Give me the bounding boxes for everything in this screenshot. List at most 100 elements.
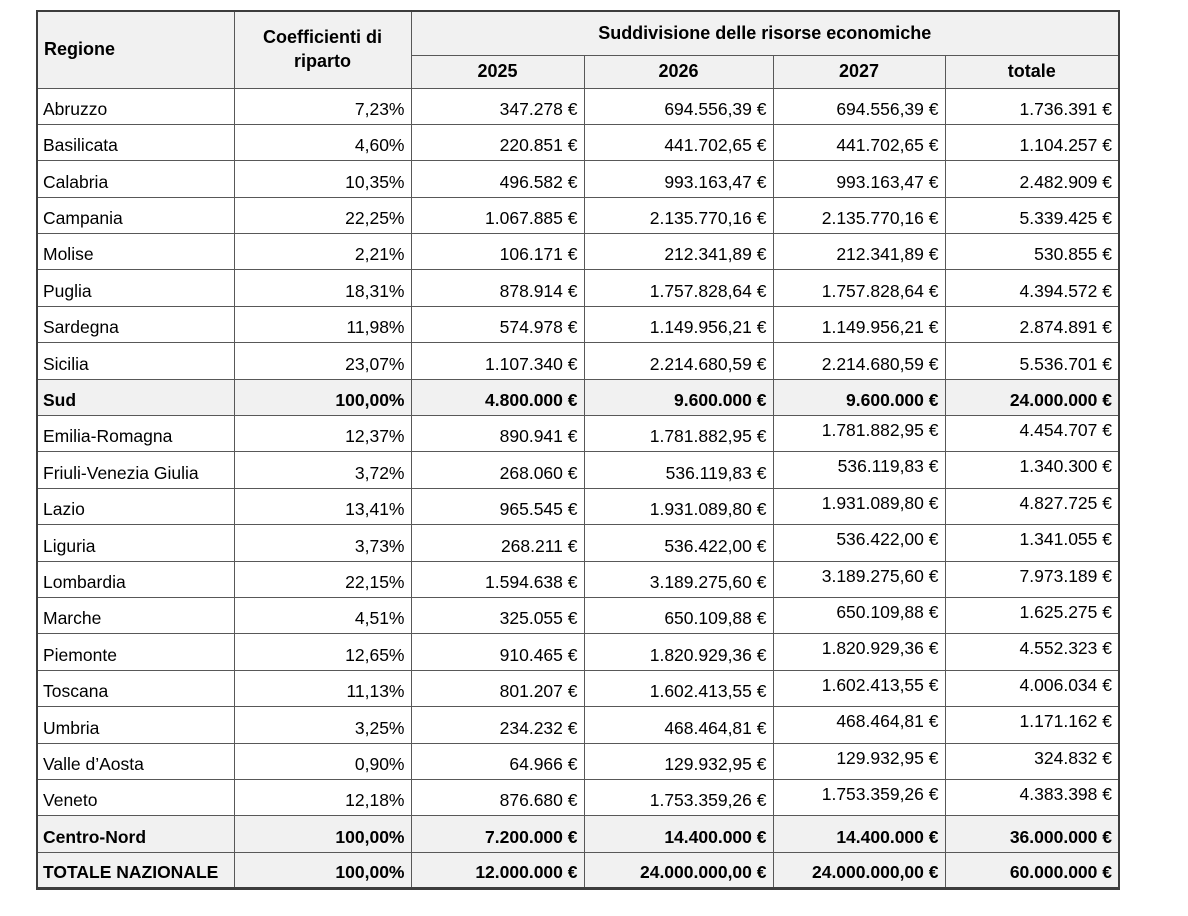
cell-region: Piemonte — [36, 633, 235, 671]
cell-2025: 347.278 € — [410, 87, 585, 125]
table-row: Basilicata 4,60% 220.851 € 441.702,65 € … — [36, 123, 1120, 162]
column-header-coefficient: Coefficienti di riparto — [233, 10, 412, 89]
allocation-table: Regione Coefficienti di riparto Suddivis… — [36, 10, 1120, 891]
cell-2027: 129.932,95 € — [772, 742, 946, 780]
column-header-totale: totale — [944, 54, 1120, 89]
cell-coefficient: 100,00% — [233, 851, 412, 890]
cell-2026: 1.753.359,26 € — [583, 778, 774, 817]
cell-totale: 1.736.391 € — [944, 87, 1120, 125]
cell-totale: 4.454.707 € — [944, 415, 1120, 453]
column-header-region: Regione — [36, 10, 235, 89]
cell-coefficient: 0,90% — [233, 742, 412, 780]
cell-totale: 4.827.725 € — [944, 487, 1120, 526]
cell-2025: 890.941 € — [410, 415, 585, 453]
cell-totale: 60.000.000 € — [944, 851, 1120, 890]
cell-2026: 2.214.680,59 € — [583, 342, 774, 380]
cell-2026: 1.149.956,21 € — [583, 305, 774, 344]
cell-2027: 212.341,89 € — [772, 233, 946, 271]
cell-region: Friuli-Venezia Giulia — [36, 451, 235, 489]
cell-coefficient: 7,23% — [233, 87, 412, 125]
column-header-2026: 2026 — [583, 54, 774, 89]
table-row: Emilia-Romagna 12,37% 890.941 € 1.781.88… — [36, 415, 1120, 453]
cell-totale: 2.482.909 € — [944, 160, 1120, 198]
cell-coefficient: 12,37% — [233, 415, 412, 453]
cell-2027: 993.163,47 € — [772, 160, 946, 198]
cell-coefficient: 100,00% — [233, 815, 412, 853]
cell-2025: 1.107.340 € — [410, 342, 585, 380]
table-row: Sardegna 11,98% 574.978 € 1.149.956,21 €… — [36, 305, 1120, 344]
cell-2026: 441.702,65 € — [583, 123, 774, 162]
cell-totale: 5.536.701 € — [944, 342, 1120, 380]
table-row: Lombardia 22,15% 1.594.638 € 3.189.275,6… — [36, 560, 1120, 598]
cell-2026: 1.820.929,36 € — [583, 633, 774, 671]
cell-totale: 1.104.257 € — [944, 123, 1120, 162]
cell-2027: 536.422,00 € — [772, 524, 946, 562]
table-row: Friuli-Venezia Giulia 3,72% 268.060 € 53… — [36, 451, 1120, 489]
table-row: Campania 22,25% 1.067.885 € 2.135.770,16… — [36, 196, 1120, 235]
cell-region: Sardegna — [36, 305, 235, 344]
cell-2027: 650.109,88 € — [772, 596, 946, 635]
table-row: Umbria 3,25% 234.232 € 468.464,81 € 468.… — [36, 706, 1120, 744]
table-row: Liguria 3,73% 268.211 € 536.422,00 € 536… — [36, 524, 1120, 562]
cell-2027: 1.781.882,95 € — [772, 415, 946, 453]
table-row: Abruzzo 7,23% 347.278 € 694.556,39 € 694… — [36, 87, 1120, 125]
cell-region: Sud — [36, 378, 235, 417]
cell-coefficient: 12,65% — [233, 633, 412, 671]
cell-2027: 2.214.680,59 € — [772, 342, 946, 380]
cell-2026: 212.341,89 € — [583, 233, 774, 271]
cell-totale: 7.973.189 € — [944, 560, 1120, 598]
table-header: Regione Coefficienti di riparto Suddivis… — [36, 10, 1120, 89]
cell-totale: 4.383.398 € — [944, 778, 1120, 817]
cell-2025: 268.060 € — [410, 451, 585, 489]
cell-coefficient: 2,21% — [233, 233, 412, 271]
cell-2027: 1.602.413,55 € — [772, 669, 946, 708]
cell-region: Valle d’Aosta — [36, 742, 235, 780]
cell-2026: 1.781.882,95 € — [583, 415, 774, 453]
cell-2025: 574.978 € — [410, 305, 585, 344]
cell-coefficient: 3,72% — [233, 451, 412, 489]
cell-2025: 64.966 € — [410, 742, 585, 780]
cell-2025: 1.594.638 € — [410, 560, 585, 598]
cell-coefficient: 22,15% — [233, 560, 412, 598]
cell-region: Sicilia — [36, 342, 235, 380]
cell-totale: 1.625.275 € — [944, 596, 1120, 635]
cell-region: Abruzzo — [36, 87, 235, 125]
cell-2027: 1.753.359,26 € — [772, 778, 946, 817]
column-header-2027: 2027 — [772, 54, 946, 89]
table-row: Veneto 12,18% 876.680 € 1.753.359,26 € 1… — [36, 778, 1120, 817]
cell-coefficient: 100,00% — [233, 378, 412, 417]
cell-2027: 1.931.089,80 € — [772, 487, 946, 526]
cell-region: Lazio — [36, 487, 235, 526]
cell-2026: 1.602.413,55 € — [583, 669, 774, 708]
cell-totale: 1.340.300 € — [944, 451, 1120, 489]
cell-2027: 14.400.000 € — [772, 815, 946, 853]
cell-2027: 694.556,39 € — [772, 87, 946, 125]
header-row-group: Regione Coefficienti di riparto Suddivis… — [36, 10, 1120, 89]
table-row: Centro-Nord 100,00% 7.200.000 € 14.400.0… — [36, 815, 1120, 853]
cell-coefficient: 4,60% — [233, 123, 412, 162]
cell-region: Molise — [36, 233, 235, 271]
cell-region: Veneto — [36, 778, 235, 817]
cell-region: Basilicata — [36, 123, 235, 162]
cell-region: Umbria — [36, 706, 235, 744]
table-row: Sud 100,00% 4.800.000 € 9.600.000 € 9.60… — [36, 378, 1120, 417]
cell-coefficient: 3,73% — [233, 524, 412, 562]
cell-totale: 324.832 € — [944, 742, 1120, 780]
cell-totale: 4.394.572 € — [944, 269, 1120, 307]
cell-coefficient: 3,25% — [233, 706, 412, 744]
table-row: Puglia 18,31% 878.914 € 1.757.828,64 € 1… — [36, 269, 1120, 307]
cell-2027: 2.135.770,16 € — [772, 196, 946, 235]
cell-2027: 24.000.000,00 € — [772, 851, 946, 890]
cell-totale: 1.341.055 € — [944, 524, 1120, 562]
cell-2026: 14.400.000 € — [583, 815, 774, 853]
cell-2026: 3.189.275,60 € — [583, 560, 774, 598]
cell-coefficient: 23,07% — [233, 342, 412, 380]
cell-2027: 468.464,81 € — [772, 706, 946, 744]
table-row: Marche 4,51% 325.055 € 650.109,88 € 650.… — [36, 596, 1120, 635]
cell-2025: 268.211 € — [410, 524, 585, 562]
cell-coefficient: 12,18% — [233, 778, 412, 817]
cell-2026: 536.119,83 € — [583, 451, 774, 489]
cell-2025: 876.680 € — [410, 778, 585, 817]
cell-2026: 468.464,81 € — [583, 706, 774, 744]
